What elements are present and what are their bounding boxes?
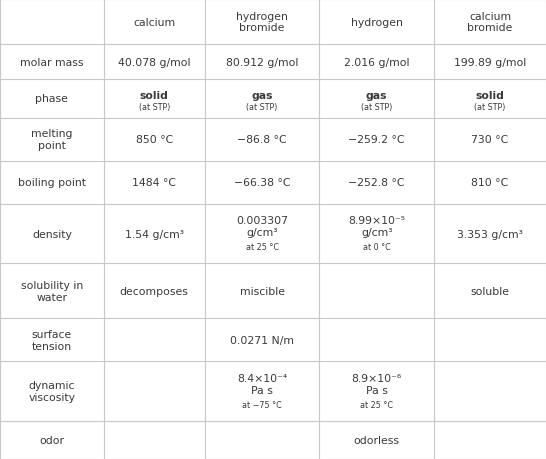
Text: 80.912 g/mol: 80.912 g/mol (226, 57, 298, 67)
Text: 1.54 g/cm³: 1.54 g/cm³ (124, 229, 184, 239)
Text: gas: gas (251, 91, 273, 101)
Text: 8.9×10⁻⁶: 8.9×10⁻⁶ (352, 373, 402, 383)
Text: solubility in
water: solubility in water (21, 280, 83, 302)
Text: at 0 °C: at 0 °C (363, 243, 390, 252)
Text: gas: gas (366, 91, 388, 101)
Text: molar mass: molar mass (20, 57, 84, 67)
Text: −259.2 °C: −259.2 °C (348, 135, 405, 145)
Text: −66.38 °C: −66.38 °C (234, 178, 290, 188)
Text: (at STP): (at STP) (361, 103, 393, 112)
Text: at 25 °C: at 25 °C (360, 400, 393, 409)
Text: 8.4×10⁻⁴: 8.4×10⁻⁴ (237, 373, 287, 383)
Text: −86.8 °C: −86.8 °C (238, 135, 287, 145)
Text: 40.078 g/mol: 40.078 g/mol (118, 57, 191, 67)
Text: g/cm³: g/cm³ (246, 228, 278, 238)
Text: 0.003307: 0.003307 (236, 216, 288, 226)
Text: g/cm³: g/cm³ (361, 228, 393, 238)
Text: (at STP): (at STP) (474, 103, 506, 112)
Text: soluble: soluble (471, 286, 509, 296)
Text: at −75 °C: at −75 °C (242, 400, 282, 409)
Text: hydrogen
bromide: hydrogen bromide (236, 12, 288, 34)
Text: 199.89 g/mol: 199.89 g/mol (454, 57, 526, 67)
Text: −252.8 °C: −252.8 °C (348, 178, 405, 188)
Text: solid: solid (140, 91, 169, 101)
Text: 3.353 g/cm³: 3.353 g/cm³ (457, 229, 523, 239)
Text: decomposes: decomposes (120, 286, 189, 296)
Text: hydrogen: hydrogen (351, 17, 403, 28)
Text: odorless: odorless (354, 435, 400, 445)
Text: at 25 °C: at 25 °C (246, 243, 278, 252)
Text: 0.0271 N/m: 0.0271 N/m (230, 335, 294, 345)
Text: calcium: calcium (133, 17, 175, 28)
Text: dynamic
viscosity: dynamic viscosity (28, 381, 75, 402)
Text: Pa s: Pa s (251, 385, 273, 395)
Text: calcium
bromide: calcium bromide (467, 12, 513, 34)
Text: odor: odor (39, 435, 64, 445)
Text: (at STP): (at STP) (139, 103, 170, 112)
Text: phase: phase (35, 94, 68, 104)
Text: boiling point: boiling point (18, 178, 86, 188)
Text: 810 °C: 810 °C (471, 178, 509, 188)
Text: 730 °C: 730 °C (471, 135, 509, 145)
Text: miscible: miscible (240, 286, 284, 296)
Text: surface
tension: surface tension (32, 329, 72, 351)
Text: 8.99×10⁻⁵: 8.99×10⁻⁵ (348, 216, 405, 226)
Text: (at STP): (at STP) (246, 103, 278, 112)
Text: 1484 °C: 1484 °C (132, 178, 176, 188)
Text: solid: solid (476, 91, 505, 101)
Text: density: density (32, 229, 72, 239)
Text: 2.016 g/mol: 2.016 g/mol (344, 57, 410, 67)
Text: melting
point: melting point (31, 129, 73, 151)
Text: Pa s: Pa s (366, 385, 388, 395)
Text: 850 °C: 850 °C (135, 135, 173, 145)
